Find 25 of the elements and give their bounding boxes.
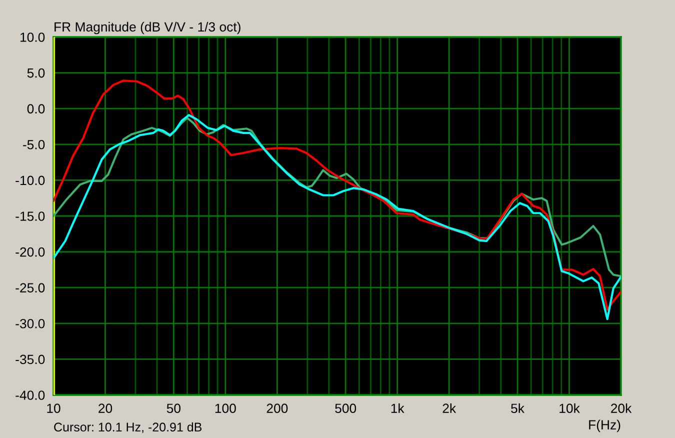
- y-tick-label: -25.0: [16, 283, 45, 293]
- x-tick-label: 500: [335, 404, 356, 414]
- x-axis-title: F(Hz): [589, 420, 620, 432]
- x-tick-label: 5k: [511, 403, 524, 414]
- x-tick-label: 10: [47, 404, 60, 414]
- x-tick-label: 2k: [442, 403, 456, 413]
- y-tick-label: -15.0: [16, 212, 45, 221]
- y-tick-label: -10.0: [16, 176, 45, 186]
- x-tick-label: 20k: [611, 403, 632, 414]
- y-tick-label: 10.0: [20, 32, 45, 42]
- y-tick-label: -20.0: [16, 247, 45, 257]
- y-tick-label: -35.0: [16, 354, 45, 364]
- x-tick-label: 1k: [391, 403, 404, 413]
- y-tick-label: 0.0: [27, 104, 45, 114]
- y-tick-label: -30.0: [16, 318, 45, 328]
- text: Cursor: 10.1 Hz, -20.91 dB: [54, 422, 202, 434]
- x-tick-label: 20: [98, 404, 112, 414]
- y-tick-label: -40.0: [16, 390, 45, 400]
- chart-title: FR Magnitude (dB V/V - 1/3 oct): [54, 22, 240, 34]
- x-tick-label: 10k: [560, 403, 580, 414]
- y-tick-label: -5.0: [23, 140, 45, 150]
- x-tick-label: 200: [266, 404, 288, 414]
- x-tick-label: 50: [166, 404, 180, 414]
- y-tick-label: 5.0: [27, 68, 45, 78]
- x-tick-label: 100: [215, 404, 236, 414]
